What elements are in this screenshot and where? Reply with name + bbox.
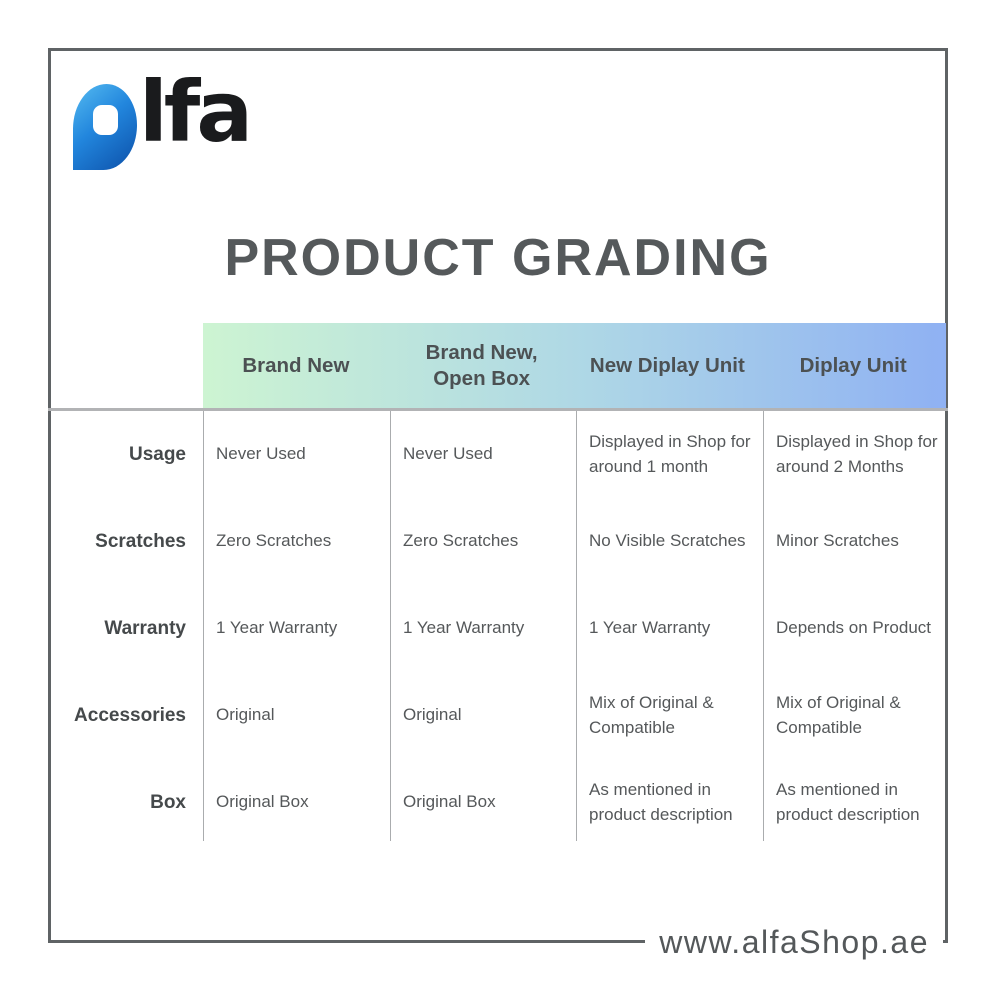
column-header-diplay-unit: Diplay Unit (799, 354, 907, 378)
column-header-brand-new-open-box: Brand New, Open Box (425, 341, 538, 390)
website-url: www.alfaShop.ae (645, 919, 943, 965)
table-cell: Zero Scratches (403, 531, 519, 551)
alfa-logo-text: lfa (139, 63, 253, 161)
column-divider (203, 411, 204, 841)
page-title: PRODUCT GRADING (224, 229, 772, 287)
table-cell: 1 Year Warranty (216, 618, 338, 638)
table-cell: Depends on Product (776, 618, 931, 638)
table-cell: 1 Year Warranty (589, 618, 711, 638)
table-cell: No Visible Scratches (589, 531, 746, 551)
table-body: Usage Never Used Never Used Displayed in… (51, 411, 945, 848)
column-divider (576, 411, 577, 841)
alfa-logo: lfa (73, 63, 253, 170)
table-cell: As mentioned in product description (776, 780, 920, 824)
alfa-logo-blue-a-icon (73, 84, 137, 170)
row-label-box: Box (150, 791, 186, 813)
row-label-usage: Usage (128, 443, 186, 465)
table-cell: Displayed in Shop for around 1 month (589, 432, 751, 476)
table-cell: Original Box (216, 792, 309, 812)
row-label-accessories: Accessories (74, 704, 186, 726)
header-divider-line (48, 408, 948, 411)
table-cell: Minor Scratches (776, 531, 899, 551)
table-cell: Zero Scratches (216, 531, 332, 551)
table-cell: As mentioned in product description (589, 780, 733, 824)
table-cell: Original Box (403, 792, 496, 812)
row-label-warranty: Warranty (104, 617, 186, 639)
table-cell: Original (403, 705, 462, 725)
alfa-logo-a-counter (93, 105, 118, 135)
column-header-new-diplay-unit: New Diplay Unit (589, 354, 745, 378)
table-cell: Mix of Original & Compatible (589, 693, 714, 737)
row-label-scratches: Scratches (95, 530, 186, 552)
column-divider (390, 411, 391, 841)
frame-border (48, 48, 948, 943)
table-header: Brand New Brand New, Open Box New Diplay… (203, 323, 946, 409)
table-cell: Original (216, 705, 275, 725)
column-header-brand-new: Brand New (242, 354, 350, 378)
table-cell: Mix of Original & Compatible (776, 693, 901, 737)
table-cell: 1 Year Warranty (403, 618, 525, 638)
column-divider (763, 411, 764, 841)
table-cell: Never Used (403, 444, 493, 464)
table-cell: Never Used (216, 444, 306, 464)
table-cell: Displayed in Shop for around 2 Months (776, 432, 938, 476)
